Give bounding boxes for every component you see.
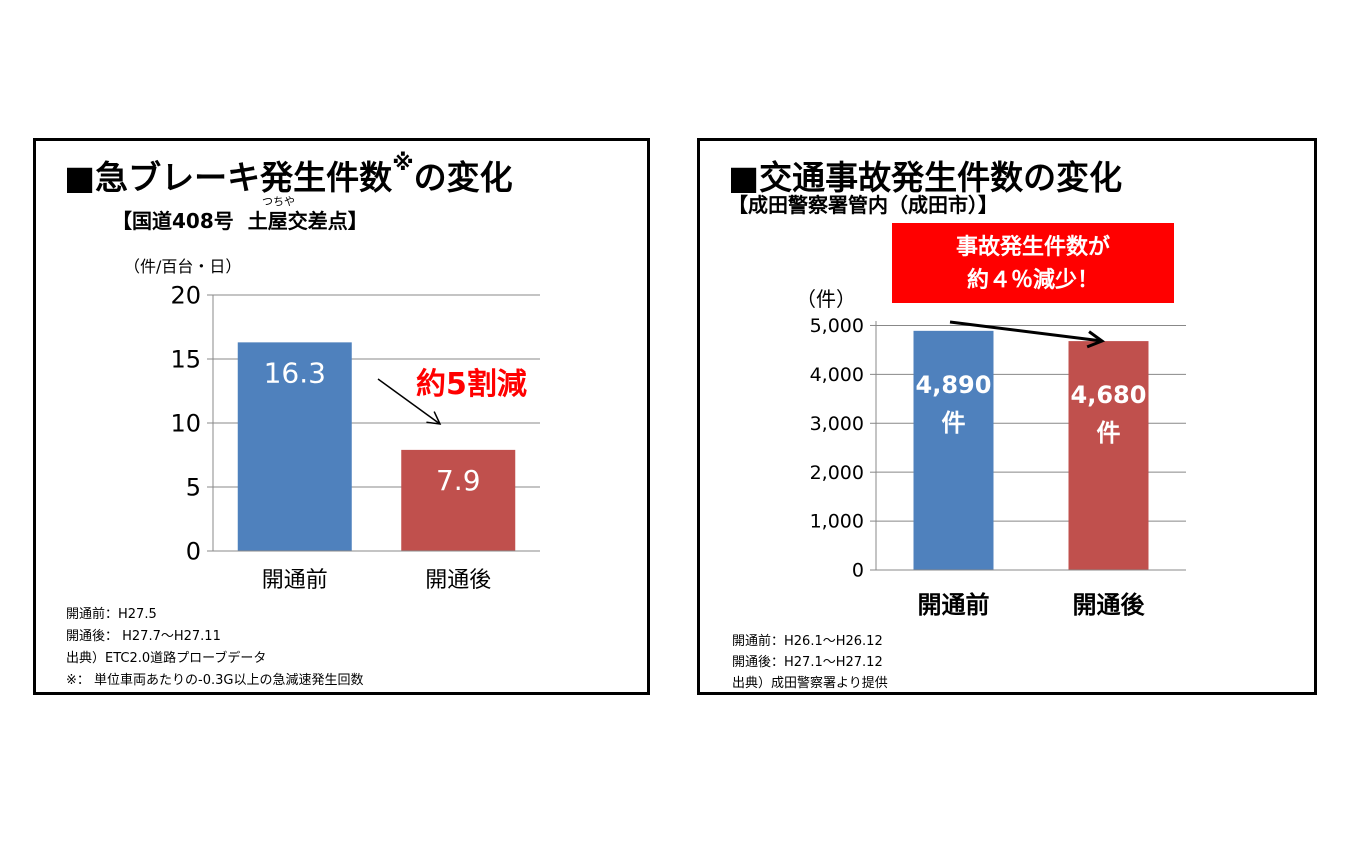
- data-label: 件: [1097, 419, 1121, 447]
- left-subtitle-prefix: 【国道408号: [112, 209, 234, 233]
- right-chart-title: ■交通事故発生件数の変化: [728, 158, 1123, 197]
- data-label: 件: [942, 409, 966, 437]
- left-bar-chart: 0 5 10 15 20 開通前 16.3 開通後 7.9: [170, 281, 540, 593]
- right-callout-line2: 約４％減少！: [966, 268, 1099, 293]
- data-label: 4,680: [1071, 381, 1147, 409]
- left-note-before: 開通前：H27.5: [66, 607, 157, 622]
- left-subtitle-place: 土屋交差点】: [247, 209, 368, 233]
- right-note-before: 開通前：H26.1〜H26.12: [732, 634, 883, 649]
- right-callout-line1: 事故発生件数が: [955, 235, 1110, 260]
- left-unit-label: （件/百台・日）: [124, 257, 242, 276]
- y-tick-label: 10: [170, 409, 201, 437]
- y-tick-label: 3,000: [810, 413, 864, 435]
- data-label: 16.3: [264, 356, 326, 389]
- y-tick-label: 20: [170, 281, 201, 309]
- trend-arrow-line: [377, 378, 441, 425]
- bar: [913, 330, 994, 570]
- left-title-mark: ※: [392, 151, 414, 176]
- right-unit-label: （件）: [796, 287, 856, 311]
- category-label: 開通後: [425, 568, 491, 593]
- right-note-source: 出典）成田警察署より提供: [732, 676, 888, 691]
- left-title-suffix: の変化: [413, 158, 513, 197]
- y-tick-label: 5: [186, 473, 201, 501]
- right-chart-subtitle: 【成田警察署管内（成田市）】: [728, 193, 998, 217]
- left-annotation: 約5割減: [416, 367, 527, 402]
- bar: [1068, 341, 1149, 570]
- y-tick-label: 0: [186, 537, 201, 565]
- left-ruby: つちや: [262, 195, 295, 208]
- left-title-main: ■急ブレーキ発生件数: [64, 158, 393, 197]
- y-tick-label: 1,000: [810, 511, 864, 533]
- y-tick-label: 2,000: [810, 462, 864, 484]
- left-chart-panel: ■急ブレーキ発生件数※の変化 つちや 【国道408号 土屋交差点】 （件/百台・日…: [33, 138, 650, 695]
- y-tick-label: 0: [852, 560, 864, 582]
- category-label: 開通前: [918, 591, 990, 619]
- right-note-after: 開通後：H27.1〜H27.12: [732, 655, 883, 670]
- y-tick-label: 4,000: [810, 364, 864, 386]
- trend-arrow-head: [1086, 330, 1106, 349]
- category-label: 開通後: [1073, 591, 1146, 619]
- left-note-source: 出典）ETC2.0道路プローブデータ: [66, 651, 267, 666]
- data-label: 7.9: [436, 464, 481, 497]
- data-label: 4,890: [916, 371, 992, 399]
- trend-arrow-line: [949, 320, 1103, 343]
- y-tick-label: 5,000: [810, 315, 864, 337]
- trend-arrow-head: [426, 411, 442, 425]
- left-chart-subtitle: 【国道408号 土屋交差点】: [112, 205, 368, 234]
- left-note-after: 開通後： H27.7〜H27.11: [66, 629, 221, 644]
- left-note-footnote: ※： 単位車両あたりの-0.3G以上の急減速発生回数: [66, 673, 364, 688]
- y-tick-label: 15: [170, 345, 201, 373]
- bar: [401, 449, 516, 551]
- left-chart-title: ■急ブレーキ発生件数※の変化: [64, 151, 513, 199]
- right-chart-panel: ■交通事故発生件数の変化 【成田警察署管内（成田市）】 事故発生件数が 約４％減…: [697, 138, 1317, 695]
- category-label: 開通前: [262, 568, 328, 593]
- bar: [237, 342, 352, 551]
- right-callout-box: 事故発生件数が 約４％減少！: [892, 223, 1174, 303]
